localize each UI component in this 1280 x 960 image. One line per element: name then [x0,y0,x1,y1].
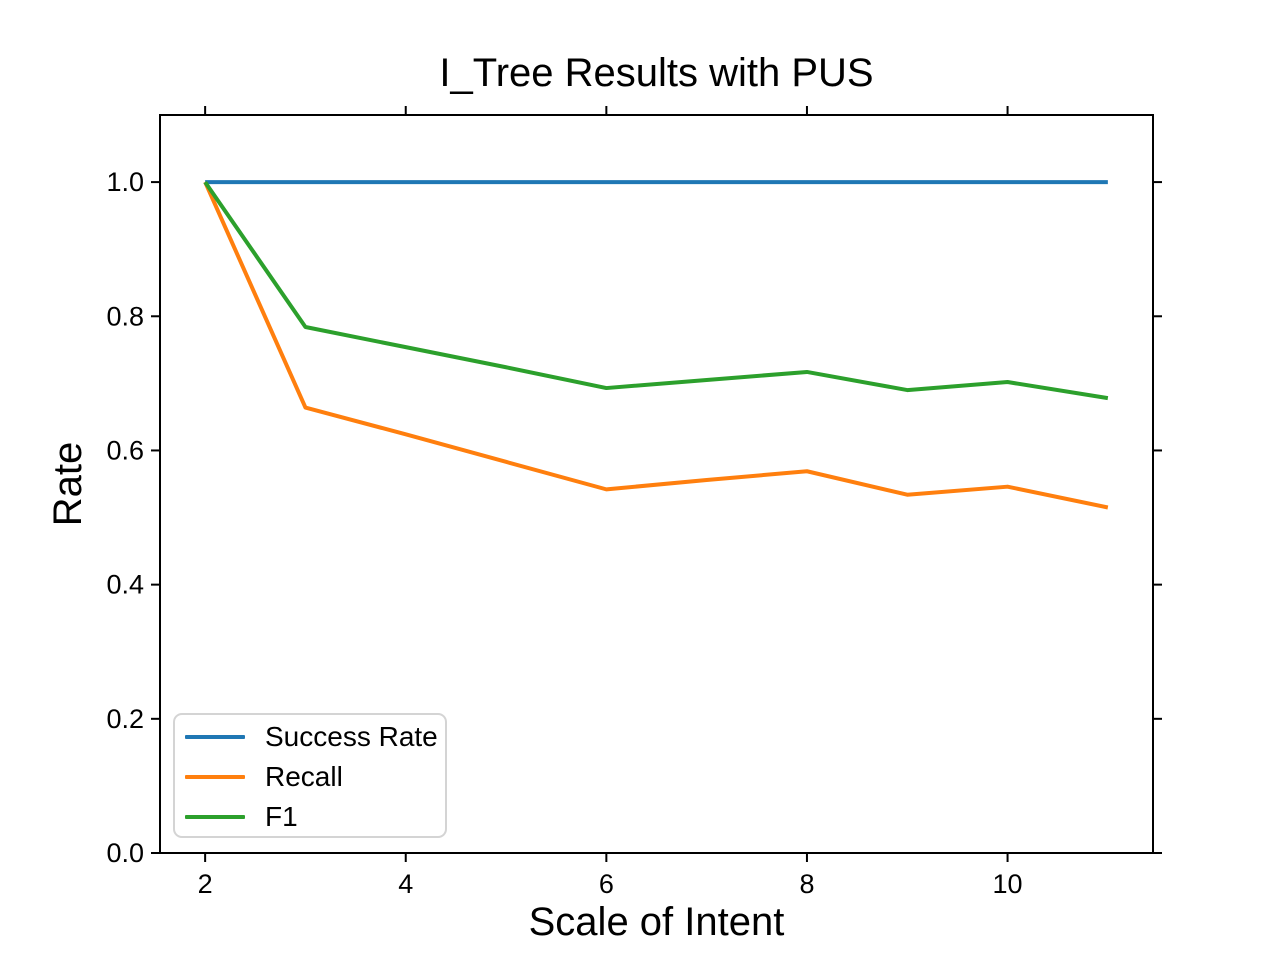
x-tick-label: 6 [599,869,614,899]
legend-item-f1: F1 [175,797,445,837]
y-tick-label: 0.6 [106,435,144,465]
legend-label: Recall [265,761,343,792]
x-axis-label: Scale of Intent [528,900,785,944]
y-axis-label: Rate [46,441,90,527]
x-tick-label: 10 [993,869,1023,899]
x-tick-label: 4 [398,869,413,899]
x-tick-label: 2 [198,869,213,899]
y-tick-label: 0.8 [106,301,144,331]
series-line-recall [203,181,1109,510]
legend-item-success-rate: Success Rate [175,717,445,757]
chart-title: I_Tree Results with PUS [439,51,874,95]
legend-label: Success Rate [265,721,438,752]
y-tick-label: 0.0 [106,838,144,868]
y-tick-label: 1.0 [106,167,144,197]
plot-frame [159,114,1154,854]
y-tick-label: 0.4 [106,570,144,600]
legend: Success Rate Recall F1 [173,713,447,838]
legend-line-sample-recall [185,775,245,779]
legend-line-sample-f1 [185,815,245,819]
y-tick-label: 0.2 [106,704,144,734]
x-tick-label: 8 [799,869,814,899]
legend-item-recall: Recall [175,757,445,797]
legend-line-sample-success-rate [185,735,245,739]
legend-label: F1 [265,801,298,832]
series-line-f1 [203,180,1109,401]
